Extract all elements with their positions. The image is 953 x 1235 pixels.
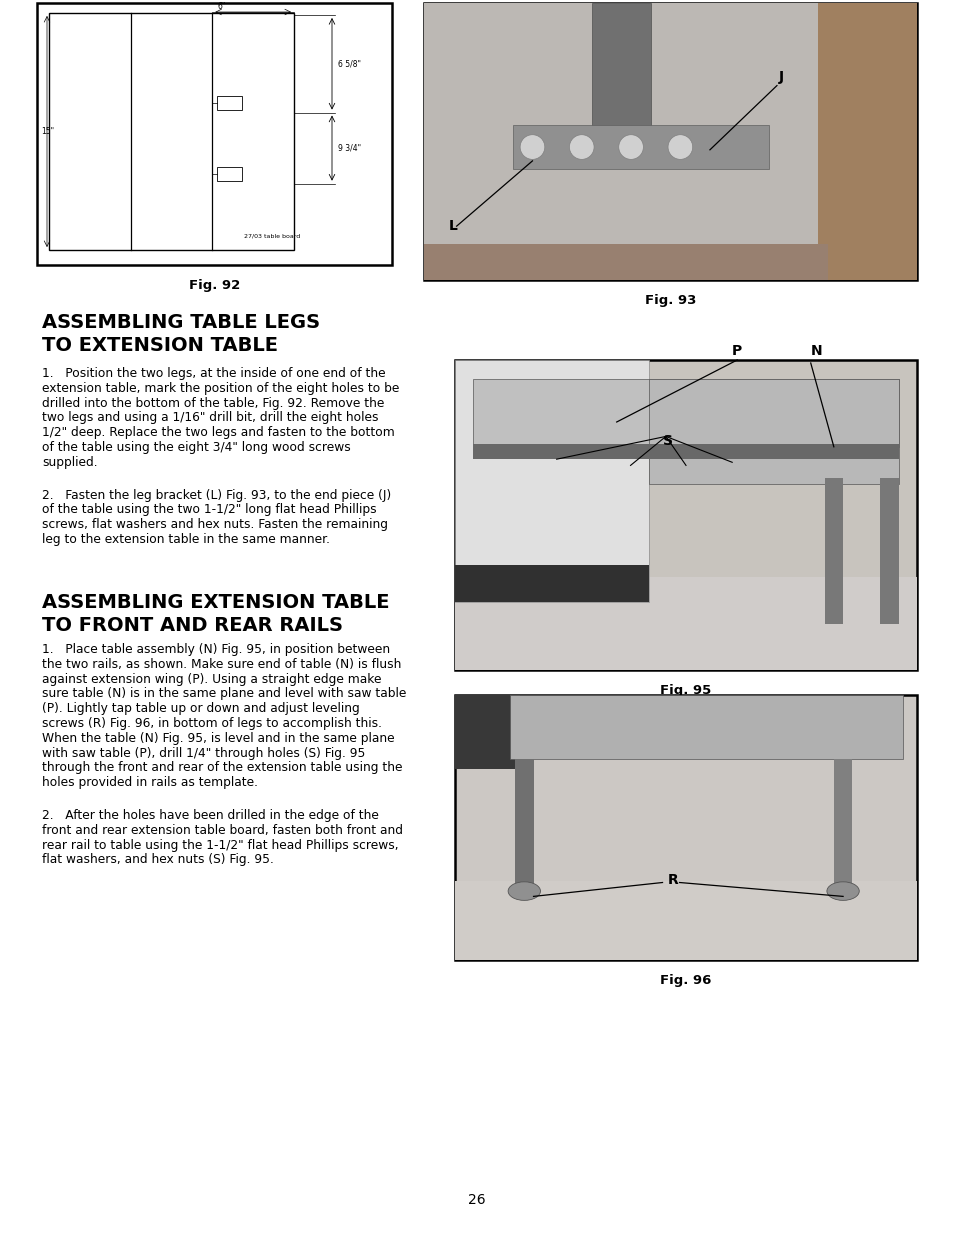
Bar [818,2,916,280]
Circle shape [667,135,692,159]
Bar [473,379,898,447]
Text: 27/03 table board: 27/03 table board [244,233,300,238]
Bar [423,2,916,280]
Text: flat washers, and hex nuts (S) Fig. 95.: flat washers, and hex nuts (S) Fig. 95. [42,853,274,867]
Bar [879,478,898,624]
Bar [423,2,827,247]
Bar [648,379,898,484]
Text: Fig. 95: Fig. 95 [659,684,711,697]
Bar [49,14,294,249]
Bar [823,478,842,624]
Bar [217,96,242,110]
Text: 1.   Position the two legs, at the inside of one end of the: 1. Position the two legs, at the inside … [42,367,385,380]
Circle shape [519,135,544,159]
Text: with saw table (P), drill 1/4" through holes (S) Fig. 95: with saw table (P), drill 1/4" through h… [42,747,365,760]
Bar [510,695,902,758]
Text: leg to the extension table in the same manner.: leg to the extension table in the same m… [42,534,330,546]
Text: (P). Lightly tap table up or down and adjust leveling: (P). Lightly tap table up or down and ad… [42,703,359,715]
Text: 6 5/8": 6 5/8" [337,59,360,68]
Text: front and rear extension table board, fasten both front and: front and rear extension table board, fa… [42,824,402,837]
Circle shape [569,135,594,159]
Text: 9 3/4": 9 3/4" [337,143,361,153]
Bar [455,359,648,601]
Bar [833,758,851,885]
Text: through the front and rear of the extension table using the: through the front and rear of the extens… [42,762,402,774]
Text: of the table using the eight 3/4" long wood screws: of the table using the eight 3/4" long w… [42,441,351,454]
Text: 15": 15" [41,127,54,136]
Text: 26: 26 [468,1193,485,1207]
Bar [455,359,916,671]
Text: Fig. 93: Fig. 93 [644,294,696,308]
Text: two legs and using a 1/16" drill bit, drill the eight holes: two legs and using a 1/16" drill bit, dr… [42,411,378,425]
Text: the two rails, as shown. Make sure end of table (N) is flush: the two rails, as shown. Make sure end o… [42,658,401,671]
Text: P: P [732,345,741,358]
Bar [512,125,768,169]
Text: J: J [779,69,783,84]
Text: extension table, mark the position of the eight holes to be: extension table, mark the position of th… [42,382,399,395]
Text: rear rail to table using the 1-1/2" flat head Phillips screws,: rear rail to table using the 1-1/2" flat… [42,839,398,852]
Text: holes provided in rails as template.: holes provided in rails as template. [42,777,257,789]
Text: When the table (N) Fig. 95, is level and in the same plane: When the table (N) Fig. 95, is level and… [42,732,395,745]
Text: screws (R) Fig. 96, in bottom of legs to accomplish this.: screws (R) Fig. 96, in bottom of legs to… [42,718,381,730]
Circle shape [618,135,642,159]
Text: 2.   After the holes have been drilled in the edge of the: 2. After the holes have been drilled in … [42,809,378,823]
Text: L: L [448,219,457,233]
Bar [455,695,916,960]
Text: supplied.: supplied. [42,456,97,469]
Text: 1.   Place table assembly (N) Fig. 95, in position between: 1. Place table assembly (N) Fig. 95, in … [42,643,390,656]
Ellipse shape [508,882,540,900]
Text: 2.   Fasten the leg bracket (L) Fig. 93, to the end piece (J): 2. Fasten the leg bracket (L) Fig. 93, t… [42,489,391,501]
Bar [455,577,916,671]
Bar [455,695,519,769]
Text: R: R [667,873,678,888]
Text: sure table (N) is in the same plane and level with saw table: sure table (N) is in the same plane and … [42,688,406,700]
Text: screws, flat washers and hex nuts. Fasten the remaining: screws, flat washers and hex nuts. Faste… [42,519,388,531]
Text: Fig. 92: Fig. 92 [189,279,240,291]
Text: 6": 6" [217,2,226,11]
Bar [37,2,392,266]
Bar [473,443,898,459]
Bar [455,564,648,601]
Bar [591,2,650,136]
Text: against extension wing (P). Using a straight edge make: against extension wing (P). Using a stra… [42,673,381,685]
Text: ASSEMBLING TABLE LEGS
TO EXTENSION TABLE: ASSEMBLING TABLE LEGS TO EXTENSION TABLE [42,312,320,354]
Bar [217,167,242,182]
Bar [423,245,827,280]
Text: Fig. 96: Fig. 96 [659,974,711,987]
Text: drilled into the bottom of the table, Fig. 92. Remove the: drilled into the bottom of the table, Fi… [42,396,384,410]
Ellipse shape [826,882,859,900]
Text: ASSEMBLING EXTENSION TABLE
TO FRONT AND REAR RAILS: ASSEMBLING EXTENSION TABLE TO FRONT AND … [42,593,389,635]
Bar [455,881,916,960]
Text: of the table using the two 1-1/2" long flat head Phillips: of the table using the two 1-1/2" long f… [42,504,376,516]
Text: 1/2" deep. Replace the two legs and fasten to the bottom: 1/2" deep. Replace the two legs and fast… [42,426,395,440]
Bar [515,758,533,885]
Text: N: N [810,345,821,358]
Text: S: S [662,435,672,448]
